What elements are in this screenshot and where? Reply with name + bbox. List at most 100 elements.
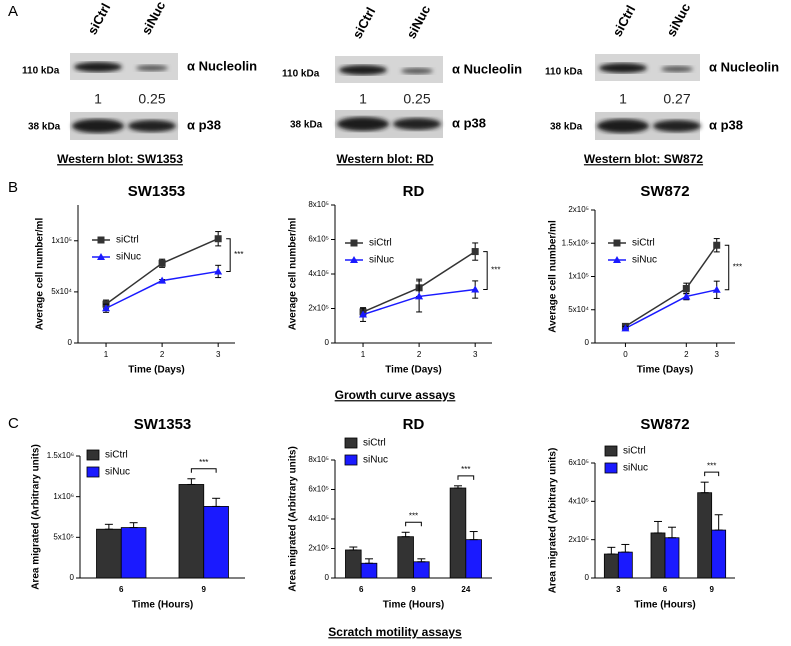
y-axis-label: Area migrated (Arbitrary units) — [548, 448, 559, 594]
y-tick-label: 6x10⁵ — [568, 458, 589, 467]
x-tick-label: 9 — [709, 585, 714, 594]
legend-marker — [350, 256, 358, 263]
legend-swatch — [604, 445, 618, 457]
x-tick-label: 6 — [119, 585, 124, 594]
legend-label: siNuc — [623, 463, 648, 474]
data-point — [214, 235, 222, 243]
legend-marker — [97, 236, 105, 244]
bar — [449, 487, 467, 579]
legend-label: siCtrl — [105, 450, 128, 461]
legend-label: siNuc — [632, 255, 657, 266]
x-tick-label: 1 — [104, 350, 109, 359]
chart-title: RD — [403, 183, 425, 200]
y-tick-label: 1x10⁶ — [53, 492, 74, 501]
data-point — [214, 267, 223, 275]
blot-caption: Western blot: SW872 — [584, 152, 703, 166]
y-axis-label: Area migrated (Arbitrary units) — [31, 444, 42, 590]
y-axis-label: Average cell number/ml — [548, 220, 559, 333]
y-tick-label: 1.5x10⁵ — [562, 238, 589, 247]
x-tick-label: 9 — [202, 585, 207, 594]
legend-label: siCtrl — [116, 235, 139, 246]
y-tick-label: 4x10⁵ — [568, 496, 589, 505]
significance-bracket — [724, 244, 730, 291]
bar — [711, 529, 727, 579]
legend-label: siCtrl — [623, 446, 646, 457]
quantification: 1 — [94, 91, 102, 107]
x-axis-label: Time (Hours) — [383, 600, 445, 611]
y-tick-label: 1x10⁵ — [568, 272, 589, 281]
y-tick-label: 4x10⁵ — [308, 269, 329, 278]
y-tick-label: 0 — [585, 338, 590, 347]
legend-marker — [613, 256, 621, 263]
y-tick-label: 5x10⁵ — [53, 532, 74, 541]
bar — [96, 528, 122, 579]
antibody-label: α p38 — [709, 117, 743, 132]
legend-label: siNuc — [116, 252, 141, 263]
antibody-label: α Nucleolin — [187, 58, 257, 73]
data-point — [415, 292, 424, 300]
x-axis-label: Time (Hours) — [634, 600, 696, 611]
chart-title: SW872 — [640, 183, 689, 200]
x-tick-label: 2 — [684, 350, 689, 359]
legend-marker — [97, 253, 105, 260]
quantification: 0.25 — [403, 91, 430, 107]
quantification: 1 — [359, 91, 367, 107]
y-tick-label: 2x10⁵ — [308, 544, 329, 553]
data-point — [621, 324, 630, 332]
bar — [664, 537, 680, 579]
x-tick-label: 3 — [616, 585, 621, 594]
band — [393, 118, 441, 130]
lane-label: siNuc — [663, 1, 693, 39]
legend-label: siCtrl — [363, 438, 386, 449]
y-tick-label: 2x10⁵ — [568, 205, 589, 214]
significance-bracket — [226, 238, 231, 272]
significance-bracket — [405, 521, 422, 527]
x-axis-label: Time (Days) — [128, 365, 185, 376]
quantification: 1 — [619, 91, 627, 107]
bar — [603, 553, 619, 579]
significance-bracket — [190, 468, 217, 473]
y-tick-label: 0 — [325, 573, 330, 582]
significance-bracket — [457, 475, 475, 480]
y-tick-label: 0 — [70, 573, 75, 582]
x-tick-label: 2 — [417, 350, 422, 359]
chart-title: RD — [403, 416, 425, 433]
blot-caption: Western blot: SW1353 — [57, 152, 183, 166]
y-tick-label: 5x10⁴ — [51, 287, 72, 296]
size-label: 110 kDa — [545, 67, 583, 78]
x-tick-label: 1 — [361, 350, 366, 359]
significance-label: *** — [461, 465, 470, 474]
y-tick-label: 2x10⁵ — [308, 304, 329, 313]
y-tick-label: 4x10⁵ — [308, 514, 329, 523]
legend-label: siCtrl — [369, 238, 392, 249]
legend-label: siNuc — [105, 467, 130, 478]
legend-label: siCtrl — [632, 238, 655, 249]
band — [128, 120, 176, 132]
antibody-label: α p38 — [187, 117, 221, 132]
lane-label: siCtrl — [84, 1, 113, 37]
y-axis-label: Area migrated (Arbitrary units) — [288, 446, 299, 592]
antibody-label: α p38 — [452, 115, 486, 130]
size-label: 110 kDa — [22, 66, 60, 77]
significance-label: *** — [199, 458, 208, 467]
legend-marker — [613, 239, 621, 247]
section-caption: Growth curve assays — [335, 388, 456, 402]
x-tick-label: 3 — [473, 350, 478, 359]
y-tick-label: 6x10⁵ — [308, 235, 329, 244]
x-tick-label: 9 — [411, 585, 416, 594]
data-point — [712, 285, 721, 293]
y-axis-label: Average cell number/ml — [35, 218, 46, 331]
significance-label: *** — [491, 266, 500, 275]
band — [72, 119, 124, 133]
x-tick-label: 6 — [359, 585, 364, 594]
x-tick-label: 2 — [160, 350, 165, 359]
data-point — [158, 259, 166, 267]
x-axis-label: Time (Hours) — [132, 600, 194, 611]
data-point — [359, 310, 368, 318]
significance-label: *** — [733, 263, 742, 272]
blot-caption: Western blot: RD — [336, 152, 433, 166]
y-tick-label: 5x10⁴ — [568, 305, 589, 314]
y-tick-label: 8x10⁵ — [308, 455, 329, 464]
significance-label: *** — [409, 511, 418, 520]
data-point — [713, 241, 721, 249]
